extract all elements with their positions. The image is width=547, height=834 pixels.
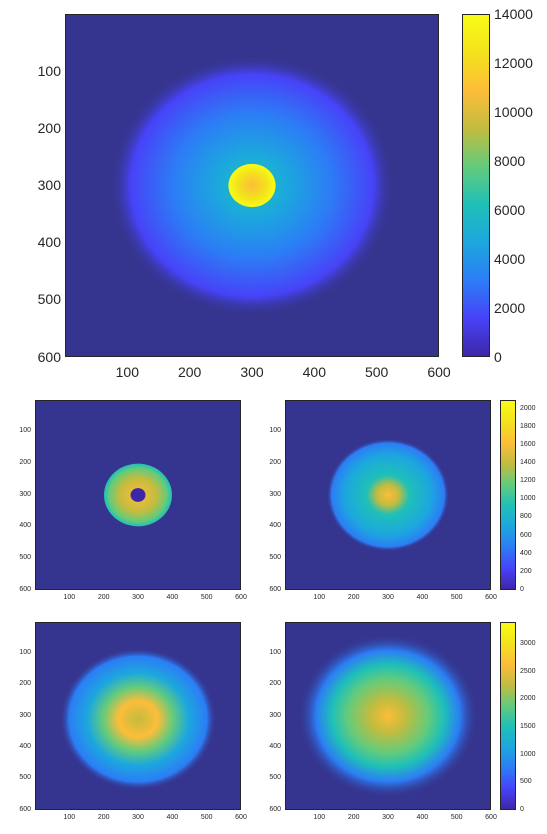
y-tick-label: 500 <box>269 554 281 562</box>
y-tick-label: 100 <box>37 62 61 79</box>
y-tick-label: 100 <box>19 427 31 435</box>
y-tick-label: 300 <box>269 711 281 719</box>
x-tick-label: 100 <box>63 813 76 821</box>
y-tick-label: 400 <box>269 743 281 751</box>
colorbar-tick-label: 2000 <box>520 404 536 412</box>
colorbar-tick-label: 0 <box>520 585 524 593</box>
y-tick-label: 500 <box>19 774 31 782</box>
colorbar-tick-label: 2500 <box>520 667 536 675</box>
y-tick-label: 200 <box>269 459 281 467</box>
colorbar-tick-label: 1200 <box>520 477 536 485</box>
x-tick-label: 400 <box>302 364 327 380</box>
x-tick-label: 200 <box>97 593 110 601</box>
x-tick-label: 600 <box>235 813 247 821</box>
y-tick-label: 400 <box>19 743 31 751</box>
y-tick-label: 400 <box>37 234 61 251</box>
colorbar-tick-label: 200 <box>520 567 532 575</box>
colorbar-tick-label: 800 <box>520 513 532 521</box>
x-tick-label: 200 <box>347 593 360 601</box>
colorbar-tick-label: 8000 <box>494 152 526 169</box>
y-tick-label: 600 <box>37 348 61 365</box>
y-tick-label: 600 <box>269 585 281 593</box>
colorbar-tick-label: 500 <box>520 778 532 786</box>
y-tick-label: 100 <box>269 649 281 657</box>
main-heatmap-plot <box>65 14 439 357</box>
colorbar-2 <box>500 400 516 590</box>
small-heatmap-1 <box>35 400 241 590</box>
x-tick-label: 600 <box>427 364 451 380</box>
colorbar-tick-label: 400 <box>520 549 532 557</box>
colorbar-tick-label: 1000 <box>520 495 536 503</box>
x-tick-label: 600 <box>485 813 497 821</box>
x-tick-label: 500 <box>450 593 463 601</box>
x-tick-label: 300 <box>132 813 144 821</box>
y-tick-label: 300 <box>19 490 31 498</box>
y-tick-label: 600 <box>269 805 281 813</box>
small-heatmap-4 <box>285 622 491 810</box>
y-tick-label: 300 <box>269 490 281 498</box>
x-tick-label: 200 <box>177 364 202 380</box>
colorbar-tick-label: 6000 <box>494 201 526 218</box>
colorbar-tick-label: 3000 <box>520 639 536 647</box>
y-tick-label: 300 <box>37 177 61 194</box>
colorbar-tick-label: 0 <box>520 805 524 813</box>
y-tick-label: 100 <box>19 649 31 657</box>
colorbar-tick-label: 1600 <box>520 441 536 449</box>
x-tick-label: 500 <box>450 813 463 821</box>
x-tick-label: 300 <box>132 593 144 601</box>
colorbar-tick-label: 14000 <box>494 5 533 22</box>
x-tick-label: 300 <box>240 364 264 380</box>
s4-blob <box>297 633 479 799</box>
colorbar-tick-label: 1500 <box>520 722 536 730</box>
x-tick-label: 500 <box>200 813 213 821</box>
x-tick-label: 400 <box>166 593 179 601</box>
x-tick-label: 100 <box>313 813 326 821</box>
y-tick-label: 600 <box>19 805 31 813</box>
x-tick-label: 100 <box>115 364 140 380</box>
y-tick-label: 200 <box>269 680 281 688</box>
y-tick-label: 400 <box>269 522 281 530</box>
y-tick-label: 300 <box>19 711 31 719</box>
x-tick-label: 400 <box>416 593 429 601</box>
colorbar-tick-label: 600 <box>520 531 532 539</box>
small-heatmap-2 <box>285 400 491 590</box>
colorbar-tick-label: 10000 <box>494 103 533 120</box>
y-tick-label: 200 <box>37 119 61 136</box>
x-tick-label: 400 <box>166 813 179 821</box>
colorbar-4 <box>500 622 516 810</box>
colorbar-tick-label: 1400 <box>520 459 536 467</box>
colorbar-tick-label: 2000 <box>520 695 536 703</box>
x-tick-label: 600 <box>485 593 497 601</box>
x-tick-label: 400 <box>416 813 429 821</box>
x-tick-label: 500 <box>200 593 213 601</box>
x-tick-label: 500 <box>364 364 389 380</box>
y-tick-label: 200 <box>19 680 31 688</box>
s3-blob <box>59 647 217 791</box>
small-heatmap-3 <box>35 622 241 810</box>
colorbar-tick-label: 0 <box>494 348 502 365</box>
colorbar-tick-label: 1000 <box>520 750 536 758</box>
main-colorbar <box>462 14 490 357</box>
colorbar-tick-label: 2000 <box>494 299 526 316</box>
s2-blob <box>326 438 450 552</box>
x-tick-label: 600 <box>235 593 247 601</box>
y-tick-label: 100 <box>269 427 281 435</box>
y-tick-label: 500 <box>269 774 281 782</box>
y-tick-label: 400 <box>19 522 31 530</box>
x-tick-label: 300 <box>382 593 394 601</box>
x-tick-label: 100 <box>313 593 326 601</box>
y-tick-label: 600 <box>19 585 31 593</box>
ring-hole <box>130 488 146 502</box>
colorbar-tick-label: 4000 <box>494 250 526 267</box>
x-tick-label: 200 <box>97 813 110 821</box>
colorbar-tick-label: 1800 <box>520 422 536 430</box>
colorbar-tick-label: 12000 <box>494 54 533 71</box>
main-core <box>228 163 276 208</box>
y-tick-label: 500 <box>37 291 61 308</box>
y-tick-label: 200 <box>19 459 31 467</box>
x-tick-label: 200 <box>347 813 360 821</box>
x-tick-label: 300 <box>382 813 394 821</box>
y-tick-label: 500 <box>19 554 31 562</box>
x-tick-label: 100 <box>63 593 76 601</box>
